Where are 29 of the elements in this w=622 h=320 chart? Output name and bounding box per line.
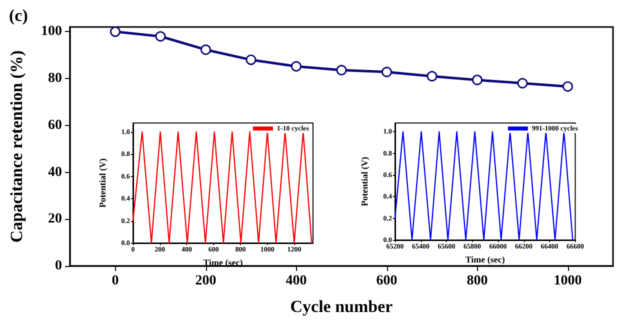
chart-title: (c) xyxy=(9,6,28,25)
point xyxy=(382,66,392,78)
point xyxy=(426,70,438,82)
x-tick-label: 600 xyxy=(376,274,398,288)
y-tick-label: 100 xyxy=(41,24,62,40)
point xyxy=(517,78,528,88)
point xyxy=(110,26,120,37)
y-tick-label: 40 xyxy=(48,164,62,180)
point xyxy=(472,74,482,86)
point xyxy=(291,61,302,72)
x-tick-label: 800 xyxy=(466,274,488,288)
y-axis-title: Capacitance retention (%) xyxy=(7,50,26,243)
x-tick-label: 400 xyxy=(286,274,307,288)
point xyxy=(200,44,211,55)
x-axis-title: Time (sec) xyxy=(465,254,505,264)
x-tick-label: 1000 xyxy=(554,274,582,288)
y-tick-label: 0 xyxy=(55,258,62,274)
point xyxy=(155,31,166,42)
x-axis-title: Cycle number xyxy=(290,297,394,316)
y-tick-label: 20 xyxy=(48,212,62,227)
point xyxy=(336,64,347,76)
point xyxy=(562,81,573,92)
point xyxy=(246,54,256,66)
y-axis-title: Potential (V) xyxy=(98,158,108,208)
y-axis-title: Potential (V) xyxy=(360,156,370,206)
y-tick-label: 80 xyxy=(48,71,62,86)
x-tick-label: 200 xyxy=(195,274,216,288)
y-tick-label: 60 xyxy=(48,118,62,133)
x-tick-label: 0 xyxy=(112,274,119,288)
